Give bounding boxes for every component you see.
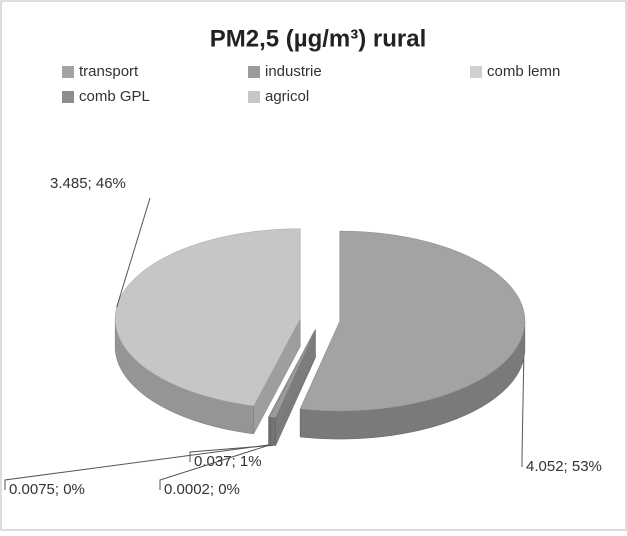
legend-label: industrie [265,63,322,80]
data-label: 0.037; 1% [194,453,262,470]
slice-wall [270,417,276,446]
legend-label: transport [79,63,139,80]
data-label: 0.0075; 0% [9,481,85,498]
legend-swatch [248,66,260,78]
legend-label: comb GPL [79,88,150,105]
legend-swatch [248,91,260,103]
legend-swatch [62,66,74,78]
chart-title: PM2,5 (µg/m³) rural [210,25,427,52]
data-label: 3.485; 46% [50,175,126,192]
data-label: 4.052; 53% [526,458,602,475]
legend-swatch [470,66,482,78]
data-label: 0.0002; 0% [164,481,240,498]
legend-swatch [62,91,74,103]
legend-label: comb lemn [487,63,560,80]
legend-label: agricol [265,88,309,105]
